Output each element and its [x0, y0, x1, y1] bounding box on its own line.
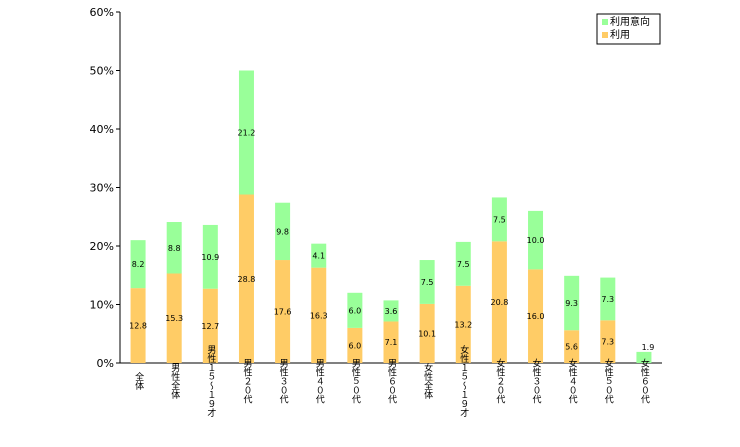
- bar-segment: [528, 210, 544, 270]
- x-tick-label: 男性３０代: [278, 358, 289, 404]
- x-axis-labels: 全体 男性全体 男性１５～１９才 男性２０代 男性３０代 男性４０代 男性５０代 男性６０代 女…: [133, 344, 649, 418]
- data-label: 7.3: [601, 338, 614, 347]
- y-tick-label: 60%: [90, 6, 114, 19]
- data-label: 21.2: [238, 129, 256, 138]
- data-label: 7.5: [493, 215, 506, 224]
- x-tick-label: 男性１５～１９才: [205, 345, 216, 418]
- y-tick-label: 40%: [90, 123, 114, 136]
- data-label: 16.3: [310, 311, 328, 320]
- data-label: 7.5: [457, 260, 470, 269]
- x-tick-label: 全体: [133, 371, 144, 391]
- legend-swatch: [602, 19, 608, 25]
- data-label: 8.2: [132, 260, 145, 269]
- data-label: 9.3: [565, 299, 578, 308]
- bar-segment: [636, 351, 652, 363]
- bar-segment: [166, 222, 182, 274]
- y-tick-label: 30%: [90, 182, 114, 195]
- data-label: 15.3: [165, 314, 183, 323]
- x-tick-label: 男性５０代: [350, 358, 361, 404]
- data-label: 13.2: [454, 320, 472, 329]
- bar-segment: [275, 202, 291, 261]
- x-tick-label: 女性全体: [422, 362, 433, 400]
- bar-segment: [383, 300, 399, 322]
- y-tick-label: 0%: [97, 357, 114, 370]
- data-label: 28.8: [238, 275, 256, 284]
- x-tick-label: 女性５０代: [603, 357, 614, 404]
- x-tick-label: 女性３０代: [531, 357, 542, 404]
- bar-segment: [600, 277, 616, 321]
- bar-segment: [419, 260, 435, 304]
- y-tick-label: 20%: [90, 240, 114, 253]
- x-tick-label: 男性２０代: [241, 358, 252, 404]
- data-label: 17.6: [274, 308, 292, 317]
- bar-segment: [491, 197, 507, 242]
- bar-segment: [202, 224, 218, 289]
- data-label: 12.8: [129, 322, 147, 331]
- x-tick-label: 女性４０代: [567, 357, 578, 404]
- bar-segment: [491, 241, 507, 363]
- data-label: 9.8: [276, 227, 289, 236]
- x-tick-label: 男性６０代: [386, 358, 397, 404]
- bar-segment: [202, 288, 218, 363]
- bar-segment: [311, 243, 327, 268]
- bar-segment: [238, 194, 254, 363]
- data-label: 8.8: [168, 244, 181, 253]
- data-label: 4.1: [312, 252, 325, 261]
- x-tick-label: 女性１５～１９才: [458, 344, 469, 418]
- data-label: 1.9: [642, 343, 655, 352]
- data-label: 10.1: [418, 329, 436, 338]
- bar-segment: [130, 288, 146, 363]
- y-tick-label: 50%: [90, 65, 114, 78]
- data-label: 5.6: [565, 343, 578, 352]
- bar-segment: [166, 273, 182, 363]
- bar-segment: [347, 327, 363, 363]
- legend-label: 利用: [610, 29, 630, 41]
- data-label: 10.9: [201, 253, 219, 262]
- bar-segment: [419, 303, 435, 363]
- x-tick-label: 女性６０代: [639, 357, 650, 404]
- data-label: 6.0: [348, 341, 361, 350]
- data-label: 7.1: [385, 338, 398, 347]
- data-label: 16.0: [527, 312, 545, 321]
- bar-segment: [383, 321, 399, 363]
- bar-segment: [564, 275, 580, 331]
- data-label: 12.7: [201, 322, 219, 331]
- data-label: 7.5: [421, 278, 434, 287]
- legend-label: 利用意向: [610, 15, 650, 28]
- bar-segment: [347, 292, 363, 328]
- bar-segment: [275, 260, 291, 363]
- bars: 12.8 8.2 15.3 8.8 12.7 10.9 28.8 21.2 17.6 9.8 16.…: [129, 70, 655, 363]
- bar-segment: [600, 320, 616, 363]
- bar-segment: [455, 285, 471, 363]
- x-tick-label: 女性２０代: [494, 357, 505, 404]
- bar-segment: [238, 70, 254, 195]
- bar-segment: [311, 267, 327, 363]
- data-label: 20.8: [490, 298, 508, 307]
- bar-segment: [564, 330, 580, 363]
- data-label: 6.0: [348, 306, 361, 315]
- x-tick-label: 男性全体: [169, 363, 180, 400]
- data-label: 10.0: [527, 236, 545, 245]
- bar-segment: [455, 241, 471, 286]
- y-tick-label: 10%: [90, 299, 114, 312]
- bar-segment: [528, 269, 544, 363]
- x-tick-label: 男性４０代: [314, 358, 325, 404]
- data-label: 7.3: [601, 295, 614, 304]
- data-label: 3.6: [385, 307, 398, 316]
- bar-segment: [130, 240, 146, 289]
- legend-swatch: [602, 32, 608, 38]
